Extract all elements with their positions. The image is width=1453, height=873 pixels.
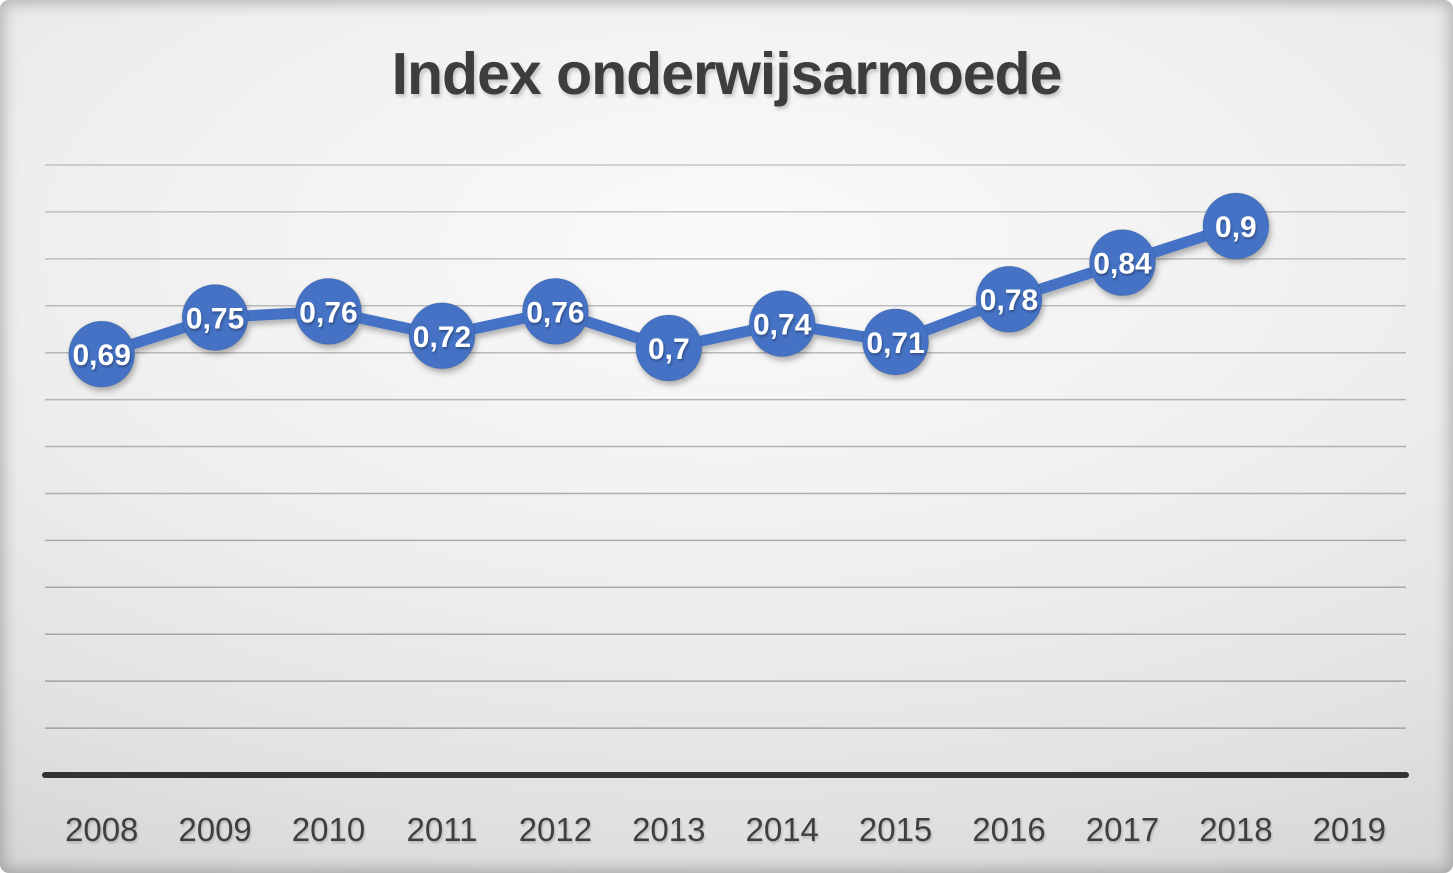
x-tick-label: 2011 (407, 811, 478, 848)
data-point-label: 0,76 (299, 296, 357, 329)
x-tick-label: 2016 (972, 811, 1045, 848)
data-point-marker (862, 308, 930, 376)
x-tick-label: 2017 (1086, 811, 1159, 848)
data-point-label: 0,7 (648, 333, 690, 366)
chart-title: Index onderwijsarmoede (391, 41, 1063, 107)
data-point-marker (68, 320, 136, 388)
data-point-label: 0,74 (753, 309, 812, 342)
data-point-label: 0,84 (1093, 248, 1152, 281)
gridlines-group (42, 164, 1409, 778)
x-tick-label: 2019 (1313, 811, 1386, 848)
x-tick-label: 2018 (1199, 811, 1272, 848)
data-point-label: 0,71 (866, 327, 924, 360)
data-point-label: 0,78 (980, 284, 1038, 317)
x-tick-label: 2012 (519, 811, 592, 848)
data-point-marker (521, 277, 589, 345)
data-point-label: 0,75 (186, 303, 244, 336)
data-point-marker (295, 277, 362, 345)
data-point-label: 0,72 (413, 321, 471, 354)
data-point-label: 0,9 (1215, 211, 1257, 244)
data-point-marker (975, 265, 1043, 333)
x-axis-ticks-group: 2008 2009 2010 2011 2012 2013 2014 2015 2016 2017… (65, 811, 1386, 848)
data-point-marker (635, 314, 703, 382)
x-tick-label: 2009 (178, 811, 251, 848)
data-point-marker (181, 284, 249, 351)
x-tick-label: 2008 (65, 811, 138, 848)
series-group (68, 192, 1270, 388)
data-point-marker (1202, 192, 1270, 260)
data-point-marker (748, 290, 816, 358)
x-tick-label: 2010 (292, 811, 365, 848)
x-tick-label: 2013 (632, 811, 705, 848)
data-point-label: 0,69 (73, 339, 131, 372)
x-tick-label: 2014 (745, 811, 818, 848)
x-tick-label: 2015 (859, 811, 932, 848)
data-point-label: 0,76 (526, 296, 584, 329)
point-labels-group: 0,69 0,75 0,76 0,72 0,76 0,7 0,74 0,71 0,78 0,84 0… (73, 211, 1257, 372)
data-point-marker (408, 302, 476, 370)
data-point-marker (1089, 229, 1156, 297)
